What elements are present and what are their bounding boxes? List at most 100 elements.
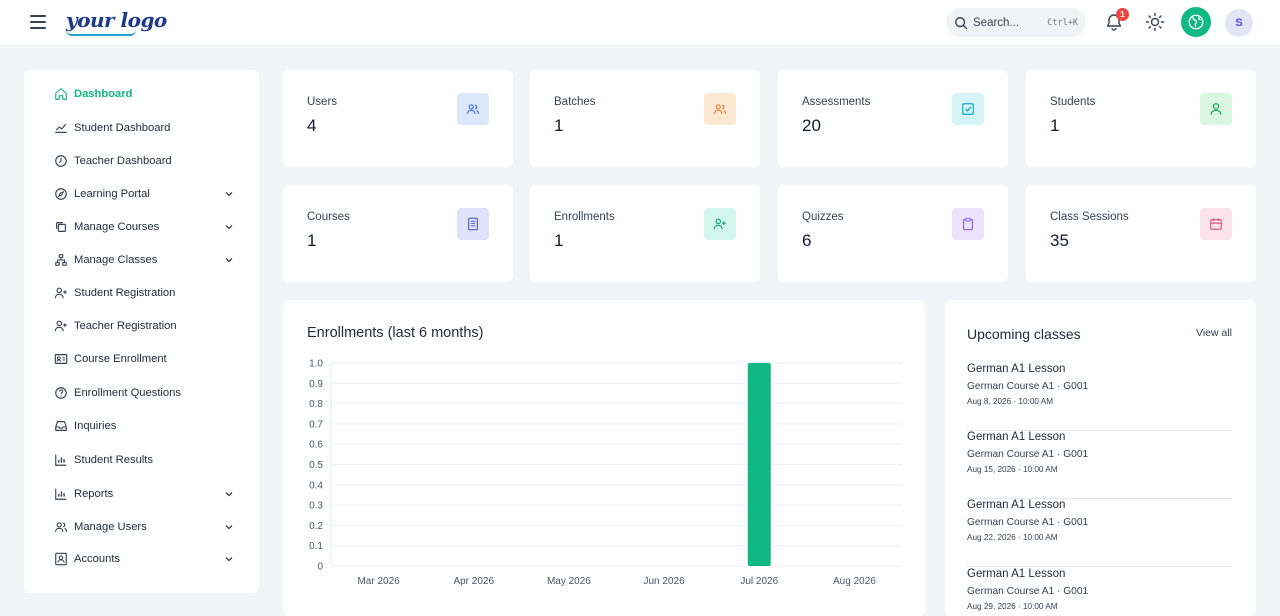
upcoming-class-item[interactable]: German A1 Lesson German Course A1 · G001 A… bbox=[967, 431, 1232, 499]
y-tick-label: 0.4 bbox=[309, 480, 323, 491]
users-icon bbox=[467, 104, 480, 114]
upcoming-classes-panel: Upcoming classes View all German A1 Less… bbox=[945, 300, 1256, 616]
sidebar-item-teacher-dashboard[interactable]: Teacher Dashboard bbox=[54, 151, 234, 171]
upcoming-class-item[interactable]: German A1 Lesson German Course A1 · G001 A… bbox=[967, 568, 1232, 616]
chevron-down-icon[interactable] bbox=[224, 489, 234, 499]
avatar[interactable]: S bbox=[1225, 9, 1253, 37]
sidebar-item-label: Course Enrollment bbox=[74, 353, 167, 365]
stat-card-students[interactable]: Students 1 bbox=[1026, 70, 1256, 167]
sidebar-item-accounts[interactable]: Accounts bbox=[54, 549, 234, 569]
sidebar-item-label: Manage Users bbox=[74, 521, 147, 533]
compass-icon bbox=[55, 188, 67, 200]
stat-card-batches[interactable]: Batches 1 bbox=[530, 70, 760, 167]
chevron-down-icon[interactable] bbox=[224, 189, 234, 199]
sidebar-item-label: Student Registration bbox=[74, 287, 176, 299]
stat-card-courses[interactable]: Courses 1 bbox=[283, 185, 513, 282]
sidebar-item-learning-portal[interactable]: Learning Portal bbox=[54, 184, 234, 204]
sidebar: Dashboard Student Dashboard Teacher Dashbo… bbox=[24, 70, 259, 593]
y-tick-label: 0.8 bbox=[309, 399, 323, 410]
stat-label: Students bbox=[1050, 96, 1096, 108]
view-all-link[interactable]: View all bbox=[1196, 327, 1232, 339]
y-tick-label: 0.3 bbox=[309, 501, 323, 512]
sidebar-item-student-dashboard[interactable]: Student Dashboard bbox=[54, 118, 234, 138]
sidebar-item-manage-users[interactable]: Manage Users bbox=[54, 517, 234, 537]
brand-globe-button[interactable] bbox=[1181, 7, 1211, 37]
bar-chart-icon bbox=[55, 454, 67, 466]
sidebar-item-inquiries[interactable]: Inquiries bbox=[54, 416, 234, 436]
users-icon bbox=[714, 104, 727, 114]
enrollments-chart-panel: Enrollments (last 6 months) 0 0.1 0.2 0.3 0.… bbox=[283, 300, 925, 616]
chevron-down-icon[interactable] bbox=[224, 522, 234, 532]
x-tick-label: Jun 2026 bbox=[644, 576, 686, 587]
notification-badge: 1 bbox=[1116, 8, 1129, 21]
upcoming-class-item[interactable]: German A1 Lesson German Course A1 · G001 A… bbox=[967, 363, 1232, 431]
stat-value: 1 bbox=[1050, 116, 1060, 135]
clock-icon bbox=[55, 155, 67, 167]
clock-icon bbox=[54, 154, 68, 168]
book-icon bbox=[468, 217, 478, 231]
stat-icon-box bbox=[952, 208, 984, 240]
stat-icon-box bbox=[1200, 208, 1232, 240]
sidebar-item-label: Inquiries bbox=[74, 420, 117, 432]
search-shortcut: Ctrl+K bbox=[1047, 17, 1078, 28]
sun-icon[interactable] bbox=[1145, 12, 1165, 32]
y-tick-label: 0.1 bbox=[309, 541, 323, 552]
stat-value: 1 bbox=[554, 231, 564, 250]
bar-jul-2026[interactable] bbox=[747, 363, 771, 566]
menu-icon[interactable] bbox=[30, 15, 46, 29]
stat-card-quizzes[interactable]: Quizzes 6 bbox=[778, 185, 1008, 282]
sidebar-item-manage-courses[interactable]: Manage Courses bbox=[54, 217, 234, 237]
stat-card-enrollments[interactable]: Enrollments 1 bbox=[530, 185, 760, 282]
search-icon bbox=[955, 16, 968, 29]
sidebar-item-label: Manage Courses bbox=[74, 221, 160, 233]
search-input[interactable]: Search... Ctrl+K bbox=[946, 8, 1086, 37]
sidebar-item-label: Student Dashboard bbox=[74, 122, 171, 134]
inbox-icon bbox=[54, 419, 68, 433]
class-date: Aug 29, 2026 · 10:00 AM bbox=[967, 602, 1058, 611]
y-tick-label: 0.9 bbox=[309, 379, 323, 390]
chevron-down-icon[interactable] bbox=[224, 255, 234, 265]
sidebar-item-reports[interactable]: Reports bbox=[54, 484, 234, 504]
sidebar-item-label: Teacher Registration bbox=[74, 320, 177, 332]
sidebar-item-enrollment-questions[interactable]: Enrollment Questions bbox=[54, 383, 234, 403]
stat-card-assessments[interactable]: Assessments 20 bbox=[778, 70, 1008, 167]
stat-value: 20 bbox=[802, 116, 821, 135]
sidebar-item-student-results[interactable]: Student Results bbox=[54, 450, 234, 470]
sidebar-item-label: Learning Portal bbox=[74, 188, 150, 200]
y-tick-label: 1.0 bbox=[309, 359, 323, 370]
stat-icon-box bbox=[457, 93, 489, 125]
id-card-icon bbox=[54, 352, 68, 366]
class-course: German Course A1 · G001 bbox=[967, 517, 1089, 528]
check-square-icon bbox=[962, 103, 974, 115]
x-tick-label: Apr 2026 bbox=[453, 576, 494, 587]
trend-icon bbox=[54, 121, 68, 135]
logo[interactable]: your logo bbox=[66, 8, 167, 36]
x-tick-label: May 2026 bbox=[547, 576, 591, 587]
chevron-down-icon[interactable] bbox=[224, 554, 234, 564]
x-tick-label: Aug 2026 bbox=[833, 576, 876, 587]
upcoming-class-item[interactable]: German A1 Lesson German Course A1 · G001 A… bbox=[967, 499, 1232, 567]
stat-value: 6 bbox=[802, 231, 812, 250]
sidebar-item-label: Enrollment Questions bbox=[74, 387, 181, 399]
sidebar-item-manage-classes[interactable]: Manage Classes bbox=[54, 250, 234, 270]
stat-card-class-sessions[interactable]: Class Sessions 35 bbox=[1026, 185, 1256, 282]
sidebar-item-label: Student Results bbox=[74, 454, 153, 466]
y-tick-label: 0.6 bbox=[309, 440, 323, 451]
compass-icon bbox=[54, 187, 68, 201]
upcoming-title: Upcoming classes bbox=[967, 326, 1081, 342]
chevron-down-icon[interactable] bbox=[224, 222, 234, 232]
search-placeholder: Search... bbox=[973, 16, 1020, 29]
trend-icon bbox=[55, 123, 67, 133]
sidebar-item-student-registration[interactable]: Student Registration bbox=[54, 283, 234, 303]
copy-icon bbox=[54, 220, 68, 234]
sidebar-item-dashboard[interactable]: Dashboard bbox=[54, 84, 234, 104]
bar-chart-icon bbox=[54, 453, 68, 467]
sidebar-item-course-enrollment[interactable]: Course Enrollment bbox=[54, 349, 234, 369]
stat-value: 1 bbox=[554, 116, 564, 135]
copy-icon bbox=[56, 222, 66, 232]
x-tick-label: Jul 2026 bbox=[740, 576, 778, 587]
stat-label: Enrollments bbox=[554, 211, 615, 223]
sidebar-item-teacher-registration[interactable]: Teacher Registration bbox=[54, 316, 234, 336]
stat-card-users[interactable]: Users 4 bbox=[283, 70, 513, 167]
stat-value: 4 bbox=[307, 116, 317, 135]
